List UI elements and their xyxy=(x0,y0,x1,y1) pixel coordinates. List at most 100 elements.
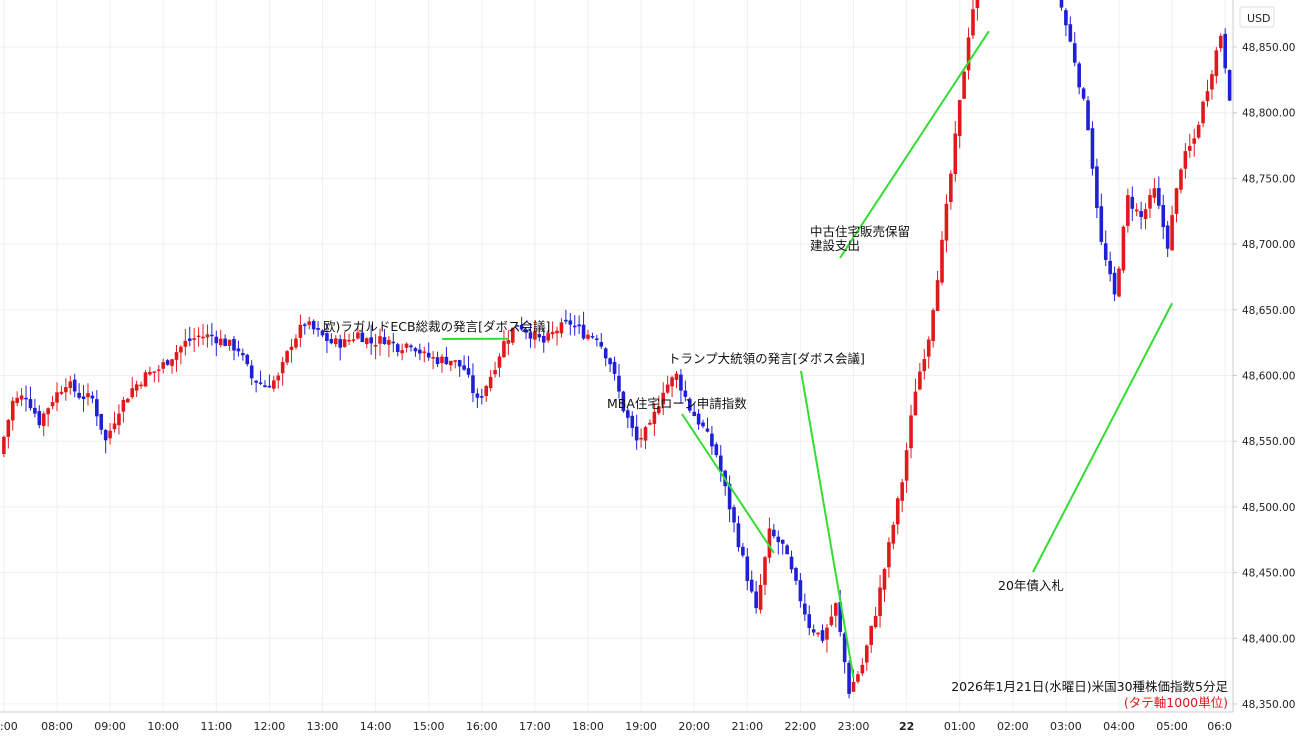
candle-body xyxy=(1064,10,1068,26)
candle-body xyxy=(754,591,758,609)
candle-body xyxy=(373,345,378,347)
candle-body xyxy=(1196,124,1201,138)
candle-body xyxy=(550,331,555,335)
candle-body xyxy=(922,359,927,372)
candle-body xyxy=(1174,188,1179,214)
y-tick-label: 48,600.00 xyxy=(1242,371,1295,383)
candle-body xyxy=(869,625,873,645)
chart-caption: 2026年1月21日(水曜日)米国30種株価指数5分足 xyxy=(951,679,1228,694)
candle-body xyxy=(126,398,130,403)
candle-body xyxy=(816,632,820,635)
candle-body xyxy=(294,338,298,348)
candle-body xyxy=(139,384,143,387)
candle-body xyxy=(789,556,794,570)
candle-body xyxy=(471,375,475,394)
candle-body xyxy=(572,325,577,328)
candle-body xyxy=(316,328,320,330)
candle-body xyxy=(1223,33,1227,69)
candle-body xyxy=(1161,205,1166,228)
candle-body xyxy=(444,356,449,365)
candle-body xyxy=(1086,100,1090,131)
candle-body xyxy=(621,391,626,412)
x-tick-label: 12:00 xyxy=(254,720,286,733)
x-tick-label: 16:00 xyxy=(466,720,498,733)
x-tick-label: 22 xyxy=(899,720,914,733)
candle-body xyxy=(1117,268,1121,297)
currency-badge-box[interactable] xyxy=(1239,6,1275,28)
candle-body xyxy=(648,422,652,425)
annotation-line xyxy=(1032,302,1173,573)
candle-body xyxy=(564,319,568,322)
candle-body xyxy=(599,342,604,347)
chart-caption-sub: (タテ軸1000単位) xyxy=(1124,695,1228,710)
candle-body xyxy=(148,371,152,375)
candle-body xyxy=(665,384,670,393)
candle-body xyxy=(608,358,612,365)
x-tick-label: 03:00 xyxy=(1050,720,1082,733)
y-tick-label: 48,550.00 xyxy=(1242,436,1295,448)
candle-body xyxy=(480,396,484,398)
candle-body xyxy=(249,365,254,379)
annotation-line xyxy=(681,413,775,554)
candle-body xyxy=(1112,272,1117,295)
x-tick-label: 14:00 xyxy=(360,720,392,733)
y-tick-label: 48,400.00 xyxy=(1242,633,1295,645)
candle-body xyxy=(156,369,161,371)
x-tick-label: 11:00 xyxy=(200,720,232,733)
x-tick-label: 15:00 xyxy=(413,720,445,733)
candle-body xyxy=(1205,91,1210,102)
candle-body xyxy=(1179,169,1183,190)
candle-body xyxy=(378,336,382,344)
candle-body xyxy=(864,645,869,663)
grid xyxy=(0,0,1233,712)
candle-body xyxy=(28,399,33,409)
candle-body xyxy=(1103,243,1108,260)
candle-body xyxy=(860,664,865,674)
candle-body xyxy=(404,343,409,348)
candle-body xyxy=(847,662,851,694)
currency-badge: USD xyxy=(1247,12,1271,25)
y-tick-label: 48,750.00 xyxy=(1242,173,1295,185)
candle-body xyxy=(50,402,55,407)
candle-body xyxy=(1157,188,1161,206)
candle-body xyxy=(506,340,511,344)
candle-body xyxy=(811,629,816,633)
candle-body xyxy=(767,528,772,558)
candle-body xyxy=(586,334,590,339)
candle-body xyxy=(891,524,896,544)
annotation-label: トランプ大統領の発言[ダボス会議] xyxy=(668,351,865,366)
candle-body xyxy=(652,411,657,424)
candle-body xyxy=(64,387,68,393)
candle-body xyxy=(679,374,683,391)
candle-body xyxy=(626,410,630,418)
candle-body xyxy=(1192,138,1197,144)
candle-body xyxy=(909,415,913,449)
candle-body xyxy=(617,375,621,392)
candle-body xyxy=(935,280,940,311)
candle-body xyxy=(807,614,812,629)
candle-body xyxy=(165,360,170,365)
candle-body xyxy=(493,370,497,375)
candle-body xyxy=(524,329,528,333)
candle-body xyxy=(639,437,643,440)
candle-body xyxy=(931,310,935,341)
candle-body xyxy=(546,333,550,341)
candle-body xyxy=(466,368,471,375)
candle-body xyxy=(851,681,856,692)
candle-body xyxy=(798,580,803,602)
candle-body xyxy=(152,371,157,373)
candle-body xyxy=(1218,35,1223,49)
candle-body xyxy=(1095,166,1099,208)
candle-body xyxy=(1214,50,1219,77)
candle-body xyxy=(369,337,373,344)
candle-body xyxy=(940,239,944,283)
candle-body xyxy=(1126,195,1130,226)
candle-body xyxy=(15,397,19,404)
candle-body xyxy=(298,324,303,338)
candle-body xyxy=(6,419,11,437)
candle-body xyxy=(484,385,489,396)
candle-body xyxy=(763,557,767,585)
candle-body xyxy=(630,415,635,428)
candle-body xyxy=(431,357,435,359)
candle-body xyxy=(670,377,674,387)
